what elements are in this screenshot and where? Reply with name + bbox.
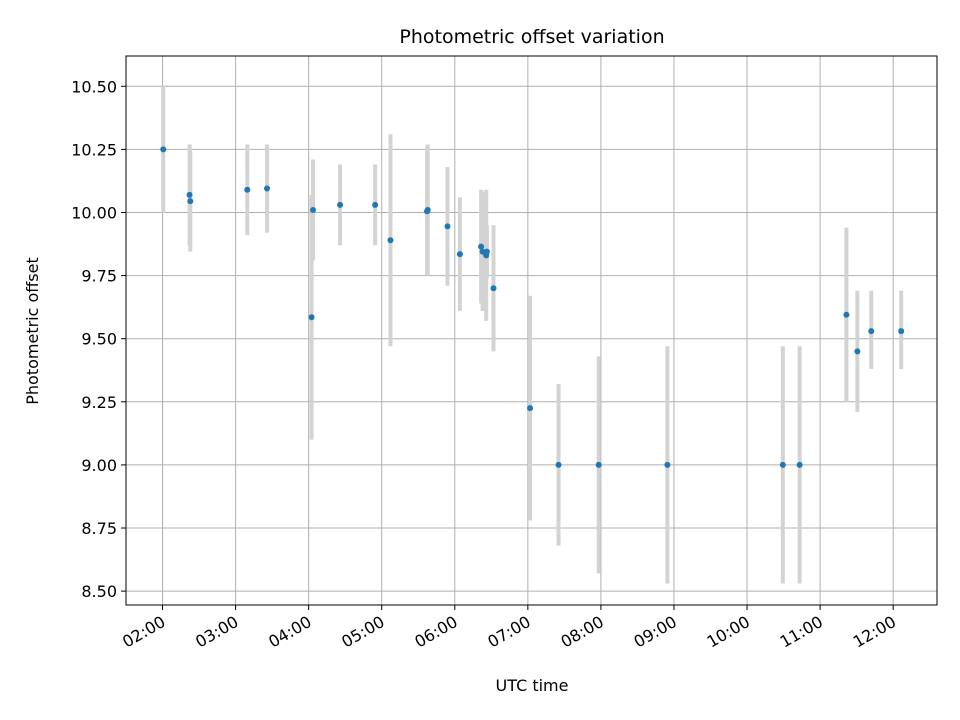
y-tick-label: 10.25 [71, 140, 117, 159]
data-point [527, 405, 534, 412]
y-tick-label: 9.00 [81, 456, 117, 475]
data-point [444, 223, 451, 230]
data-points [160, 146, 905, 468]
data-point [387, 237, 394, 244]
data-point [898, 328, 905, 335]
error-bars [161, 86, 904, 584]
x-tick-label: 04:00 [265, 612, 314, 652]
y-tick-label: 10.50 [71, 77, 117, 96]
data-point [490, 285, 497, 292]
x-tick-label: 10:00 [704, 612, 753, 652]
data-point [160, 146, 167, 153]
data-point [264, 185, 271, 192]
data-point [186, 191, 193, 198]
data-point [244, 186, 251, 193]
data-point [595, 461, 602, 468]
data-point [555, 461, 562, 468]
chart-title: Photometric offset variation [399, 26, 664, 48]
x-tick-label: 09:00 [631, 612, 680, 652]
data-point [372, 201, 379, 208]
data-point [843, 311, 850, 318]
data-point [187, 198, 194, 205]
data-point [308, 314, 315, 321]
data-point [868, 328, 875, 335]
x-tick-label: 06:00 [411, 612, 460, 652]
x-tick-label: 02:00 [119, 612, 168, 652]
data-point [854, 348, 861, 355]
y-tick-label: 10.00 [71, 203, 117, 222]
x-tick-label: 11:00 [777, 612, 826, 652]
y-tick-label: 9.75 [81, 267, 117, 286]
data-point [478, 243, 485, 250]
y-axis-title: Photometric offset [23, 257, 42, 405]
x-axis-title: UTC time [496, 676, 569, 695]
data-point [779, 461, 786, 468]
x-tick-label: 12:00 [850, 612, 899, 652]
y-tick-label: 9.50 [81, 330, 117, 349]
data-point [310, 206, 317, 213]
data-point [337, 201, 344, 208]
data-point [483, 248, 490, 255]
y-tick-label: 8.75 [81, 519, 117, 538]
x-tick-label: 08:00 [557, 612, 606, 652]
x-tick-label: 05:00 [338, 612, 387, 652]
y-tick-label: 9.25 [81, 393, 117, 412]
data-point [796, 461, 803, 468]
data-point [664, 461, 671, 468]
y-tick-label: 8.50 [81, 582, 117, 601]
data-point [479, 248, 486, 255]
data-point [424, 206, 431, 213]
x-tick-label: 03:00 [192, 612, 241, 652]
axis-ticks: 02:00 03:00 04:00 05:00 06:00 07:00 08:00 09:00… [71, 77, 899, 651]
data-point [456, 251, 463, 258]
plot-frame [125, 55, 938, 606]
x-tick-label: 07:00 [484, 612, 533, 652]
